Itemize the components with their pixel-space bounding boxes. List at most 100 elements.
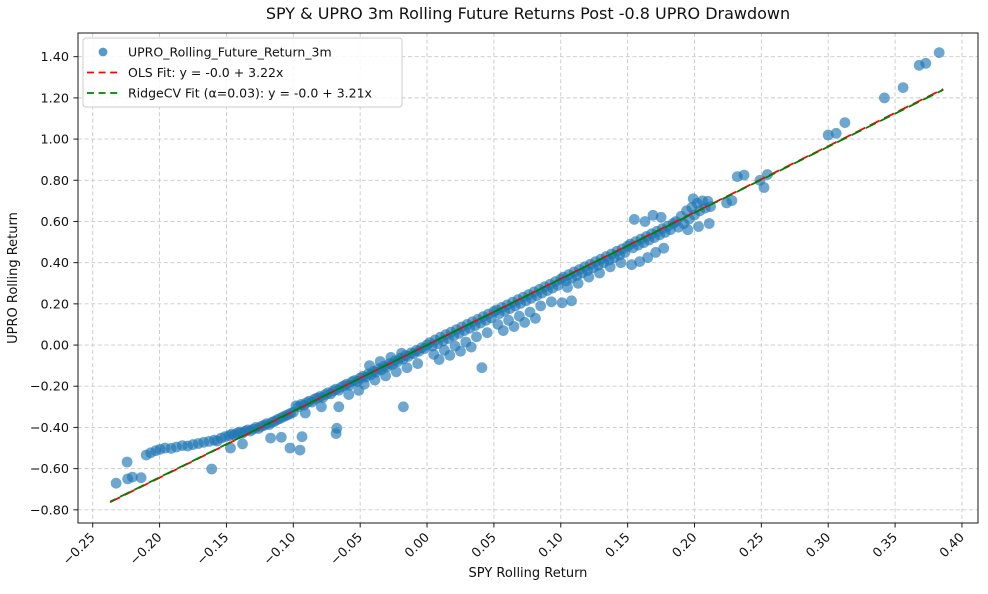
- ridgecv-fit-line: [109, 89, 944, 503]
- data-point: [333, 401, 345, 413]
- data-point: [647, 209, 659, 221]
- data-point: [693, 221, 704, 233]
- data-point: [433, 354, 445, 365]
- data-point: [471, 331, 482, 343]
- y-tick-label: 1.20: [41, 91, 70, 106]
- x-tick-label: −0.20: [127, 530, 165, 568]
- data-point: [738, 169, 750, 181]
- legend: UPRO_Rolling_Future_Return_3m OLS Fit: y …: [82, 37, 403, 108]
- data-point: [556, 297, 568, 309]
- y-axis-label: UPRO Rolling Return: [6, 212, 21, 344]
- data-point: [358, 378, 370, 390]
- y-tick-label: 0.80: [41, 174, 70, 189]
- data-point: [687, 193, 699, 205]
- data-point: [380, 370, 391, 382]
- plot-border: [77, 32, 979, 524]
- data-point: [455, 345, 466, 357]
- y-tick-label: 1.00: [41, 133, 70, 148]
- data-point: [655, 211, 667, 223]
- data-point: [615, 257, 627, 269]
- x-tick-label: 0.00: [402, 530, 433, 561]
- data-point: [444, 349, 456, 361]
- data-point: [481, 327, 493, 339]
- x-axis-label: SPY Rolling Return: [469, 566, 588, 581]
- data-point: [572, 277, 584, 289]
- x-tick-label: 0.15: [603, 530, 634, 561]
- data-point: [275, 431, 287, 443]
- data-point: [390, 366, 402, 378]
- data-point: [343, 389, 355, 400]
- data-point: [385, 352, 397, 363]
- data-point: [933, 47, 945, 58]
- data-point: [658, 242, 670, 254]
- data-point: [897, 82, 909, 93]
- data-point: [284, 442, 296, 454]
- data-point: [682, 224, 694, 236]
- data-point: [604, 261, 616, 273]
- data-point: [364, 360, 375, 371]
- y-tick-label: −0.40: [30, 421, 69, 436]
- data-point: [331, 422, 343, 434]
- data-point: [412, 358, 424, 369]
- data-point: [830, 127, 842, 139]
- data-point: [299, 407, 311, 419]
- legend-entry-label: OLS Fit: y = -0.0 + 3.22x: [128, 65, 283, 80]
- data-point: [401, 362, 413, 374]
- data-point: [642, 252, 654, 263]
- data-point: [237, 438, 248, 450]
- x-tick-label: 0.25: [736, 530, 767, 561]
- y-tick-label: −0.60: [30, 462, 69, 477]
- data-point: [703, 218, 715, 229]
- data-point: [398, 401, 409, 413]
- data-point: [265, 432, 276, 444]
- data-point: [535, 300, 547, 312]
- data-point: [879, 92, 890, 104]
- y-tick-label: 0.00: [41, 339, 70, 354]
- data-point: [626, 259, 637, 271]
- x-tick-label: 0.10: [536, 530, 567, 561]
- legend-entry-label: RidgeCV Fit (α=0.03): y = -0.0 + 3.21x: [128, 86, 372, 101]
- scatter-series: [110, 47, 945, 489]
- legend-entry-label: UPRO_Rolling_Future_Return_3m: [128, 45, 332, 60]
- y-tick-label: 0.20: [41, 297, 70, 312]
- data-point: [562, 282, 573, 293]
- data-point: [465, 341, 477, 353]
- x-tick-label: 0.20: [670, 530, 701, 561]
- data-point: [135, 472, 147, 484]
- data-point: [530, 312, 541, 324]
- data-point: [519, 317, 531, 328]
- data-point: [476, 362, 488, 374]
- x-tick-label: −0.05: [328, 530, 366, 568]
- y-tick-label: −0.20: [30, 380, 69, 395]
- data-point: [316, 401, 327, 413]
- data-point: [758, 182, 770, 193]
- x-tick-label: −0.15: [194, 530, 232, 568]
- y-tick-label: 1.40: [41, 50, 70, 65]
- data-point: [294, 444, 306, 456]
- x-tick-label: 0.40: [937, 530, 968, 561]
- data-point: [369, 374, 381, 386]
- data-point: [634, 256, 646, 267]
- data-point: [110, 477, 122, 489]
- data-point: [839, 117, 851, 128]
- chart-title: SPY & UPRO 3m Rolling Future Returns Pos…: [266, 4, 790, 23]
- x-tick-label: −0.10: [261, 530, 299, 568]
- data-point: [546, 296, 557, 308]
- y-tick-label: −0.80: [30, 503, 69, 518]
- x-tick-label: −0.25: [60, 530, 98, 568]
- data-point: [628, 214, 640, 225]
- data-point: [126, 471, 138, 483]
- data-point: [296, 431, 308, 443]
- data-point: [121, 456, 133, 468]
- data-point: [920, 57, 932, 69]
- data-point: [225, 442, 236, 454]
- x-tick-label: 0.35: [870, 530, 901, 561]
- data-point: [374, 356, 386, 367]
- data-point: [639, 216, 651, 227]
- legend-marker-icon: [98, 47, 108, 57]
- data-point: [566, 295, 577, 307]
- data-point: [583, 271, 595, 283]
- data-point: [508, 321, 520, 332]
